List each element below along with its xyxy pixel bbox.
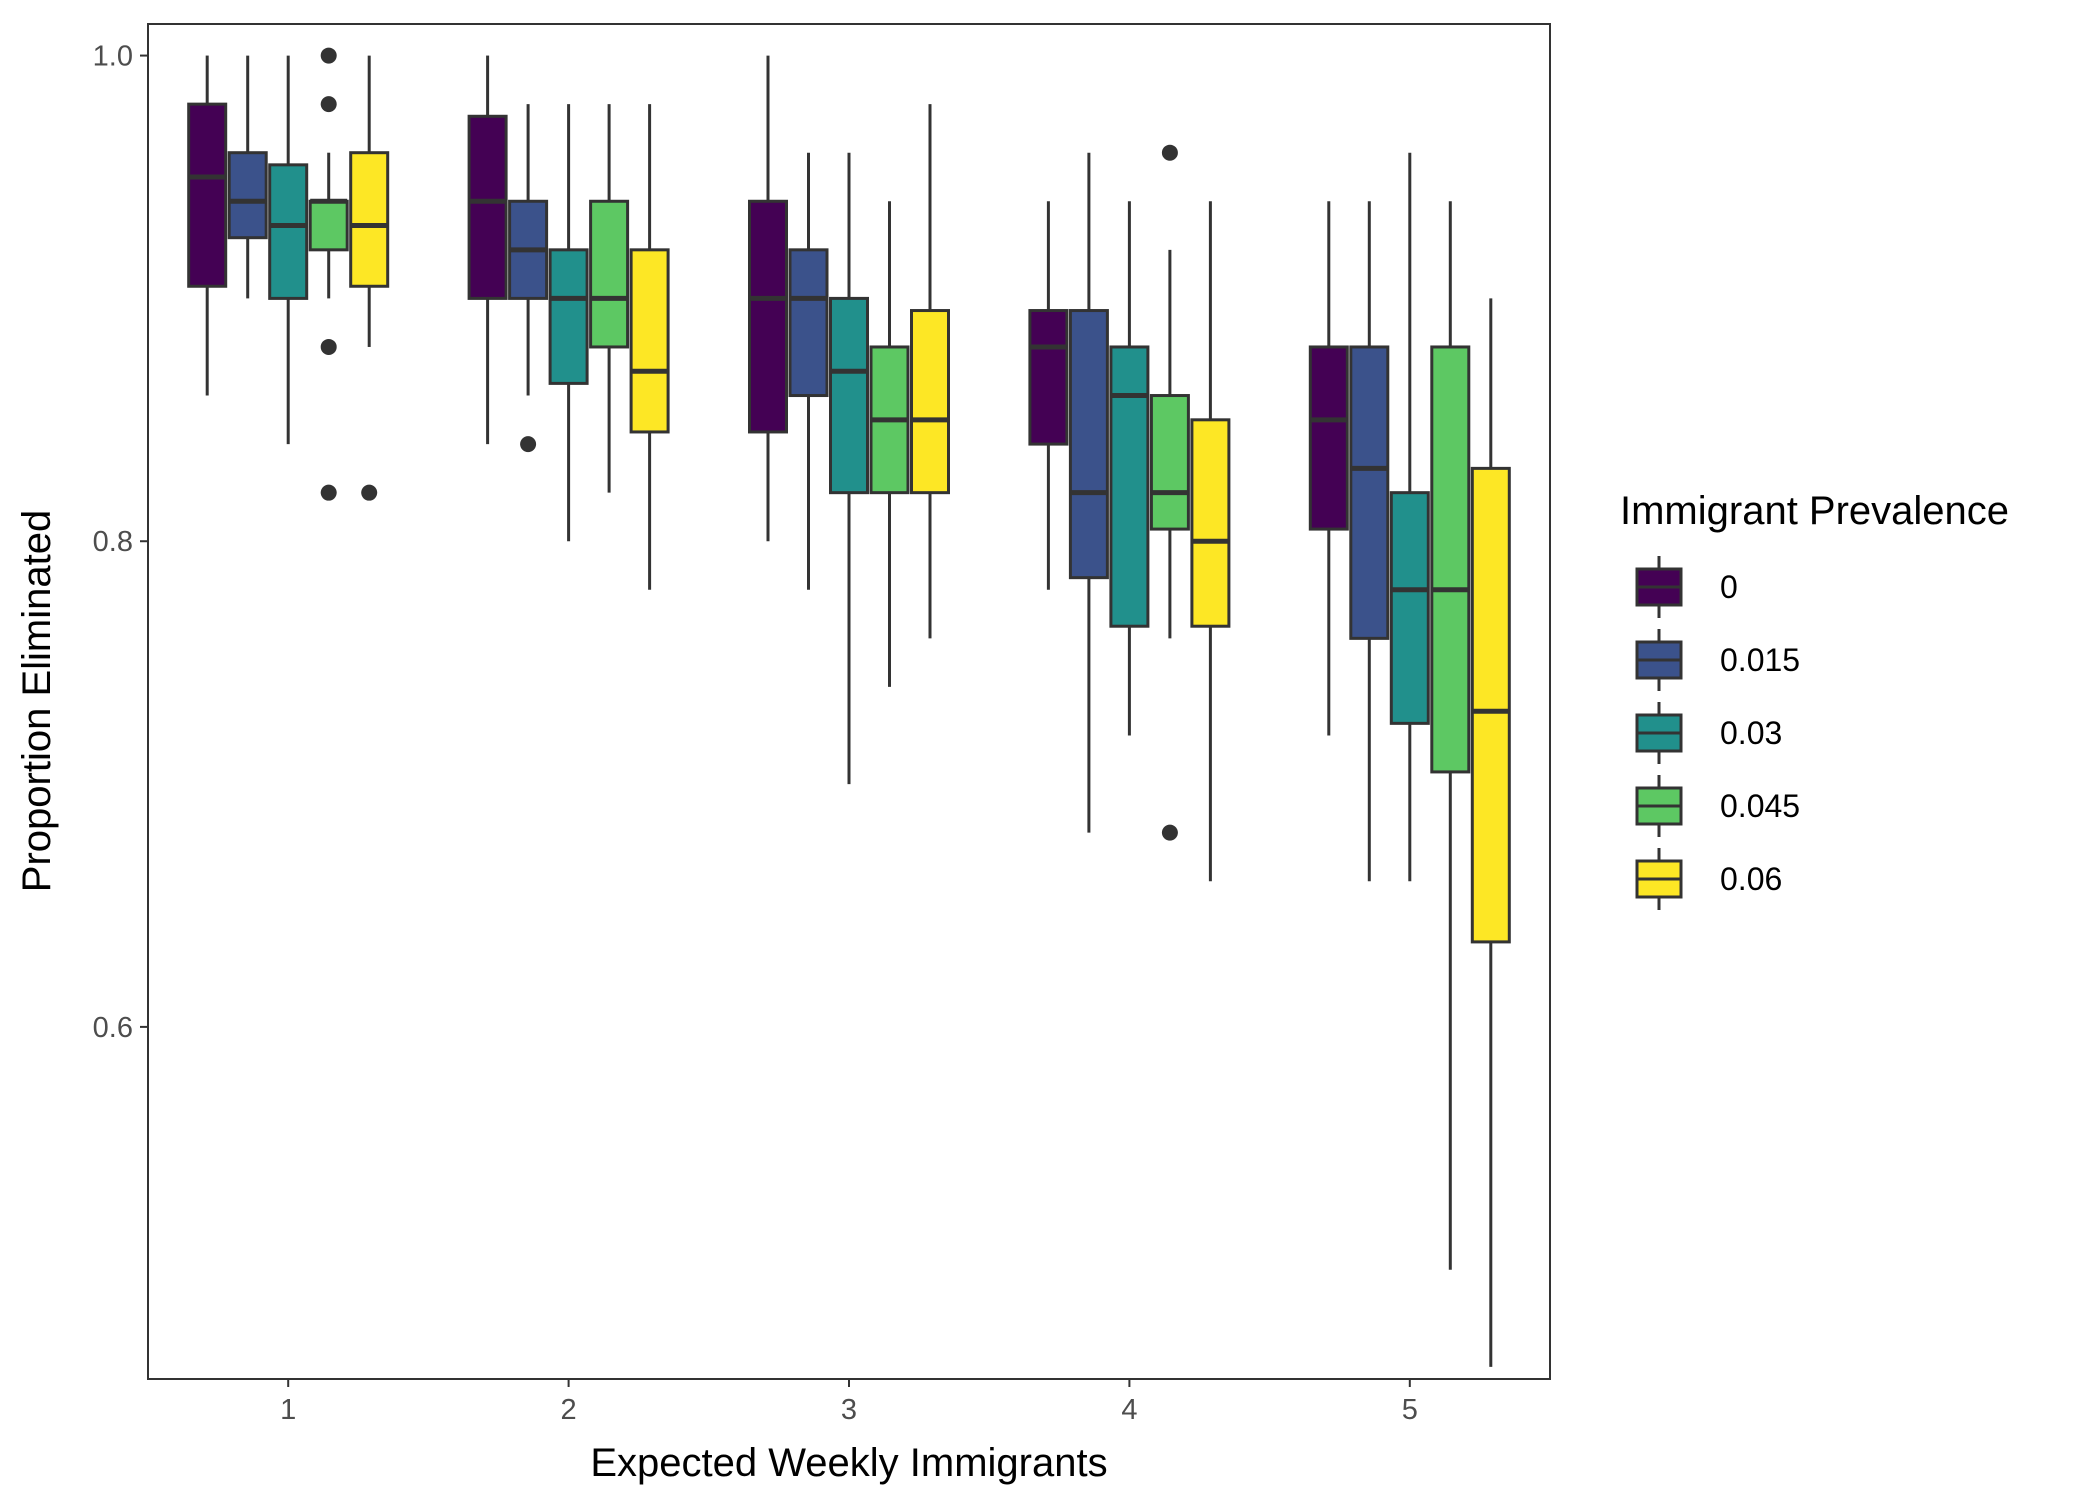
box-3-4 [1190, 201, 1231, 882]
box-body [1149, 394, 1190, 531]
legend-label: 0.06 [1720, 861, 1782, 897]
legend-item: 0.03 [1635, 702, 1782, 764]
box-body [629, 248, 670, 434]
box-1-0 [467, 55, 508, 445]
outlier-point [1161, 824, 1178, 841]
box-1-4 [629, 104, 670, 590]
legend-item: 0.045 [1635, 775, 1800, 837]
box-2-2 [829, 152, 869, 785]
y-axis: 0.6 0.8 1.0 [93, 41, 148, 1044]
x-axis-title: Expected Weekly Immigrants [590, 1441, 1107, 1485]
outlier-point [320, 484, 337, 501]
box-body [227, 151, 268, 240]
legend-item: 0.015 [1635, 629, 1800, 691]
box-body [467, 114, 508, 300]
box-body [308, 199, 349, 252]
box-body [1470, 466, 1511, 944]
legend-title: Immigrant Prevalence [1620, 489, 2009, 533]
box-plot-layer [187, 47, 1511, 1367]
box-body [268, 163, 309, 300]
box-3-2 [1109, 201, 1150, 736]
legend-label: 0.03 [1720, 715, 1782, 751]
x-tick-label: 2 [561, 1394, 577, 1426]
box-0-3 [308, 47, 349, 501]
box-2-3 [869, 201, 910, 687]
box-body [788, 248, 829, 398]
box-body [1028, 309, 1069, 446]
x-tick-label: 1 [280, 1394, 296, 1426]
legend-label: 0.045 [1720, 788, 1800, 824]
box-body [1389, 491, 1430, 725]
box-1-3 [589, 104, 630, 493]
box-body [1430, 345, 1471, 774]
box-4-1 [1349, 201, 1390, 882]
box-2-0 [748, 55, 788, 542]
x-axis: 1 2 3 4 5 [280, 1379, 1418, 1426]
box-body [1349, 345, 1390, 640]
box-body [1109, 345, 1150, 628]
outlier-point [520, 436, 537, 453]
box-0-4 [349, 55, 390, 501]
y-axis-title: Proportion Eliminated [15, 510, 59, 892]
box-4-2 [1389, 152, 1430, 882]
outlier-point [320, 96, 337, 113]
box-body [748, 199, 788, 434]
box-body [1190, 418, 1231, 628]
legend-label: 0.015 [1720, 642, 1800, 678]
box-2-1 [788, 152, 829, 590]
box-0-1 [227, 55, 268, 299]
outlier-point [1161, 144, 1178, 161]
box-0-0 [187, 55, 228, 396]
box-body [589, 199, 630, 349]
box-3-0 [1028, 201, 1069, 590]
box-4-4 [1470, 298, 1511, 1367]
box-body [187, 102, 228, 288]
legend: Immigrant Prevalence 0 0.015 0.03 0.045 0.06 [1620, 489, 2009, 910]
legend-item: 0 [1635, 556, 1738, 618]
box-body [910, 309, 950, 495]
box-body [1308, 345, 1349, 531]
box-4-0 [1308, 201, 1349, 736]
box-4-3 [1430, 201, 1471, 1270]
box-1-2 [548, 104, 589, 542]
box-1-1 [508, 104, 549, 453]
box-3-3 [1149, 144, 1190, 841]
box-body [1068, 309, 1109, 580]
box-0-2 [268, 55, 309, 445]
outlier-point [320, 47, 337, 64]
legend-item: 0.06 [1635, 848, 1782, 910]
outlier-point [361, 484, 378, 501]
box-body [548, 248, 589, 385]
x-tick-label: 4 [1121, 1394, 1137, 1426]
box-2-4 [910, 104, 950, 639]
outlier-point [320, 338, 337, 355]
box-body [829, 296, 869, 495]
box-body [349, 151, 390, 288]
y-tick-label: 0.8 [93, 526, 133, 558]
y-tick-label: 0.6 [93, 1012, 133, 1044]
x-tick-label: 3 [841, 1394, 857, 1426]
y-tick-label: 1.0 [93, 41, 133, 73]
legend-label: 0 [1720, 569, 1738, 605]
box-3-1 [1068, 152, 1109, 833]
x-tick-label: 5 [1402, 1394, 1418, 1426]
